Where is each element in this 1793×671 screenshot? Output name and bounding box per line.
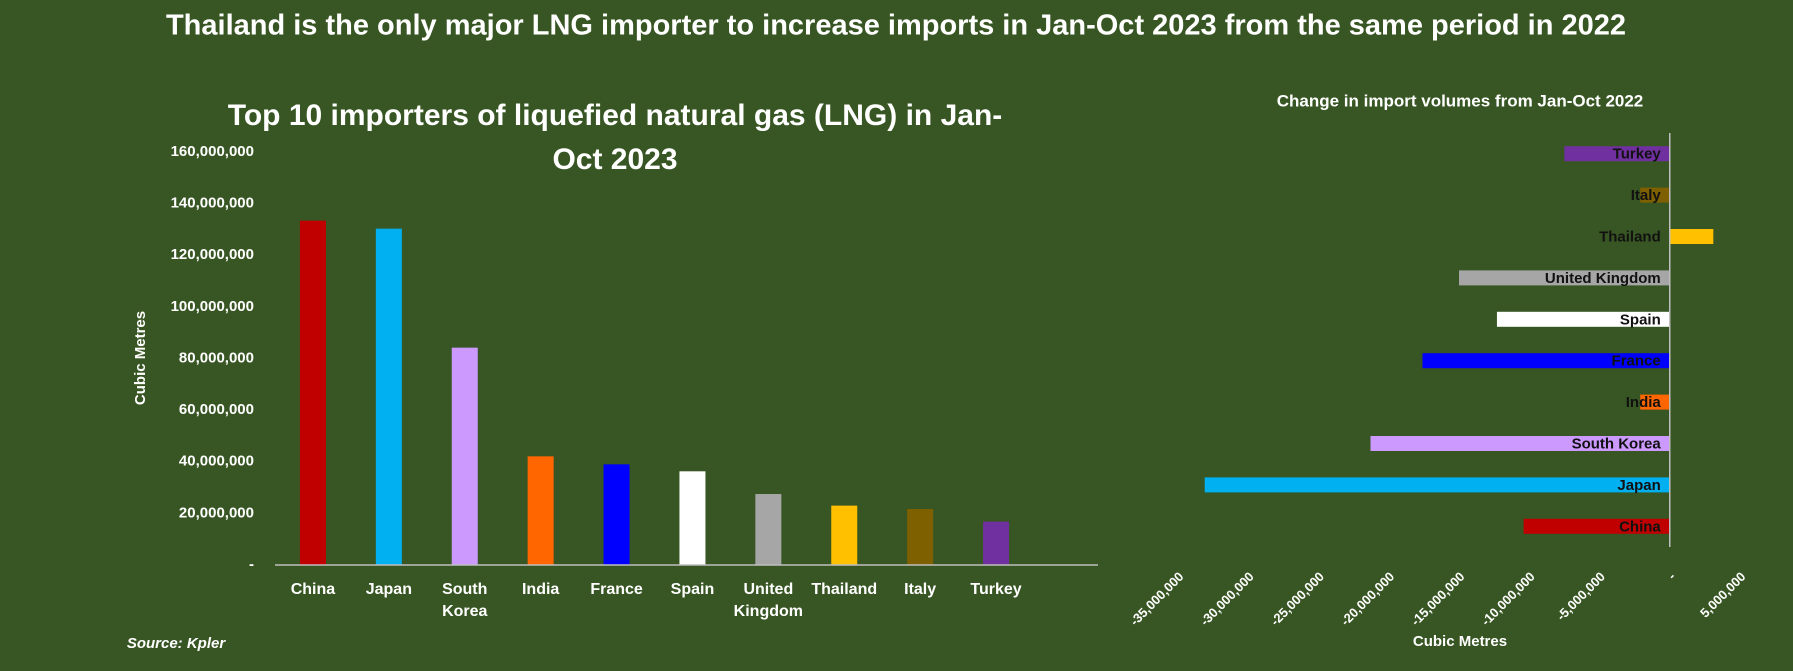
bar bbox=[603, 464, 630, 565]
x-tick-label: South Korea bbox=[442, 581, 488, 620]
bar bbox=[1669, 229, 1714, 244]
bar bbox=[983, 521, 1010, 565]
x-tick-label: United Kingdom bbox=[733, 581, 803, 620]
x-tick-label: China bbox=[290, 581, 336, 598]
y-tick-label: - bbox=[249, 556, 254, 573]
bar bbox=[755, 494, 782, 565]
x-tick-label: Spain bbox=[670, 581, 715, 598]
x-tick-label: 5,000,000 bbox=[1697, 569, 1749, 621]
x-tick-label: -30,000,000 bbox=[1197, 569, 1257, 629]
bar bbox=[1370, 436, 1670, 451]
y-tick-label: 80,000,000 bbox=[179, 349, 254, 366]
bar bbox=[1422, 353, 1670, 369]
x-tick-label: - bbox=[1665, 569, 1679, 583]
page-title: Thailand is the only major LNG importer … bbox=[166, 10, 1626, 42]
bar bbox=[451, 347, 478, 565]
bar bbox=[1496, 311, 1670, 327]
y-tick-label: 20,000,000 bbox=[179, 504, 254, 521]
y-tick-label: China bbox=[1619, 518, 1661, 535]
bar bbox=[527, 456, 554, 565]
y-tick-label: 160,000,000 bbox=[171, 143, 254, 160]
x-tick-label: Italy bbox=[904, 581, 937, 598]
bar bbox=[299, 220, 326, 565]
x-tick-label: France bbox=[590, 581, 643, 598]
x-tick-label: -15,000,000 bbox=[1408, 569, 1468, 629]
x-tick-label: -10,000,000 bbox=[1478, 569, 1538, 629]
bar bbox=[1204, 477, 1670, 493]
bar bbox=[375, 228, 402, 565]
x-tick-label: Turkey bbox=[970, 581, 1022, 598]
bar bbox=[831, 505, 858, 565]
y-tick-label: France bbox=[1612, 353, 1661, 370]
x-tick-label: India bbox=[521, 581, 560, 598]
bar bbox=[679, 471, 706, 565]
bar bbox=[1640, 187, 1670, 203]
y-tick-label: Italy bbox=[1631, 187, 1662, 204]
bar bbox=[1564, 146, 1670, 162]
x-tick-label: -25,000,000 bbox=[1267, 569, 1327, 629]
x-tick-label: -35,000,000 bbox=[1127, 569, 1187, 629]
y-tick-label: 100,000,000 bbox=[171, 298, 254, 315]
source: Source: Kpler bbox=[127, 635, 227, 652]
y-tick-label: India bbox=[1626, 394, 1662, 411]
bar bbox=[907, 508, 934, 565]
y-tick-label: Spain bbox=[1620, 311, 1661, 328]
y-tick-label: 60,000,000 bbox=[179, 401, 254, 418]
bar bbox=[1523, 518, 1670, 534]
x-tick-label: -5,000,000 bbox=[1553, 569, 1608, 624]
bar bbox=[1640, 394, 1670, 410]
y-tick-label: 120,000,000 bbox=[171, 246, 254, 263]
y-tick-label: South Korea bbox=[1572, 435, 1662, 452]
x-tick-label: -20,000,000 bbox=[1338, 569, 1398, 629]
y-tick-label: Turkey bbox=[1613, 146, 1662, 163]
y-tick-label: Japan bbox=[1617, 477, 1660, 494]
x-tick-label: Thailand bbox=[811, 581, 878, 598]
chart-title: Top 10 importers of liquefied natural ga… bbox=[227, 99, 1003, 176]
y-tick-label: 140,000,000 bbox=[171, 195, 254, 212]
y-tick-label: 40,000,000 bbox=[179, 453, 254, 470]
x-tick-label: Japan bbox=[365, 581, 412, 598]
y-axis-label: Cubic Metres bbox=[132, 311, 149, 405]
chart-title: Change in import volumes from Jan-Oct 20… bbox=[1277, 91, 1644, 110]
x-axis-label: Cubic Metres bbox=[1413, 633, 1507, 650]
bar bbox=[1459, 270, 1670, 286]
y-tick-label: Thailand bbox=[1599, 228, 1661, 245]
y-tick-label: United Kingdom bbox=[1545, 270, 1661, 287]
